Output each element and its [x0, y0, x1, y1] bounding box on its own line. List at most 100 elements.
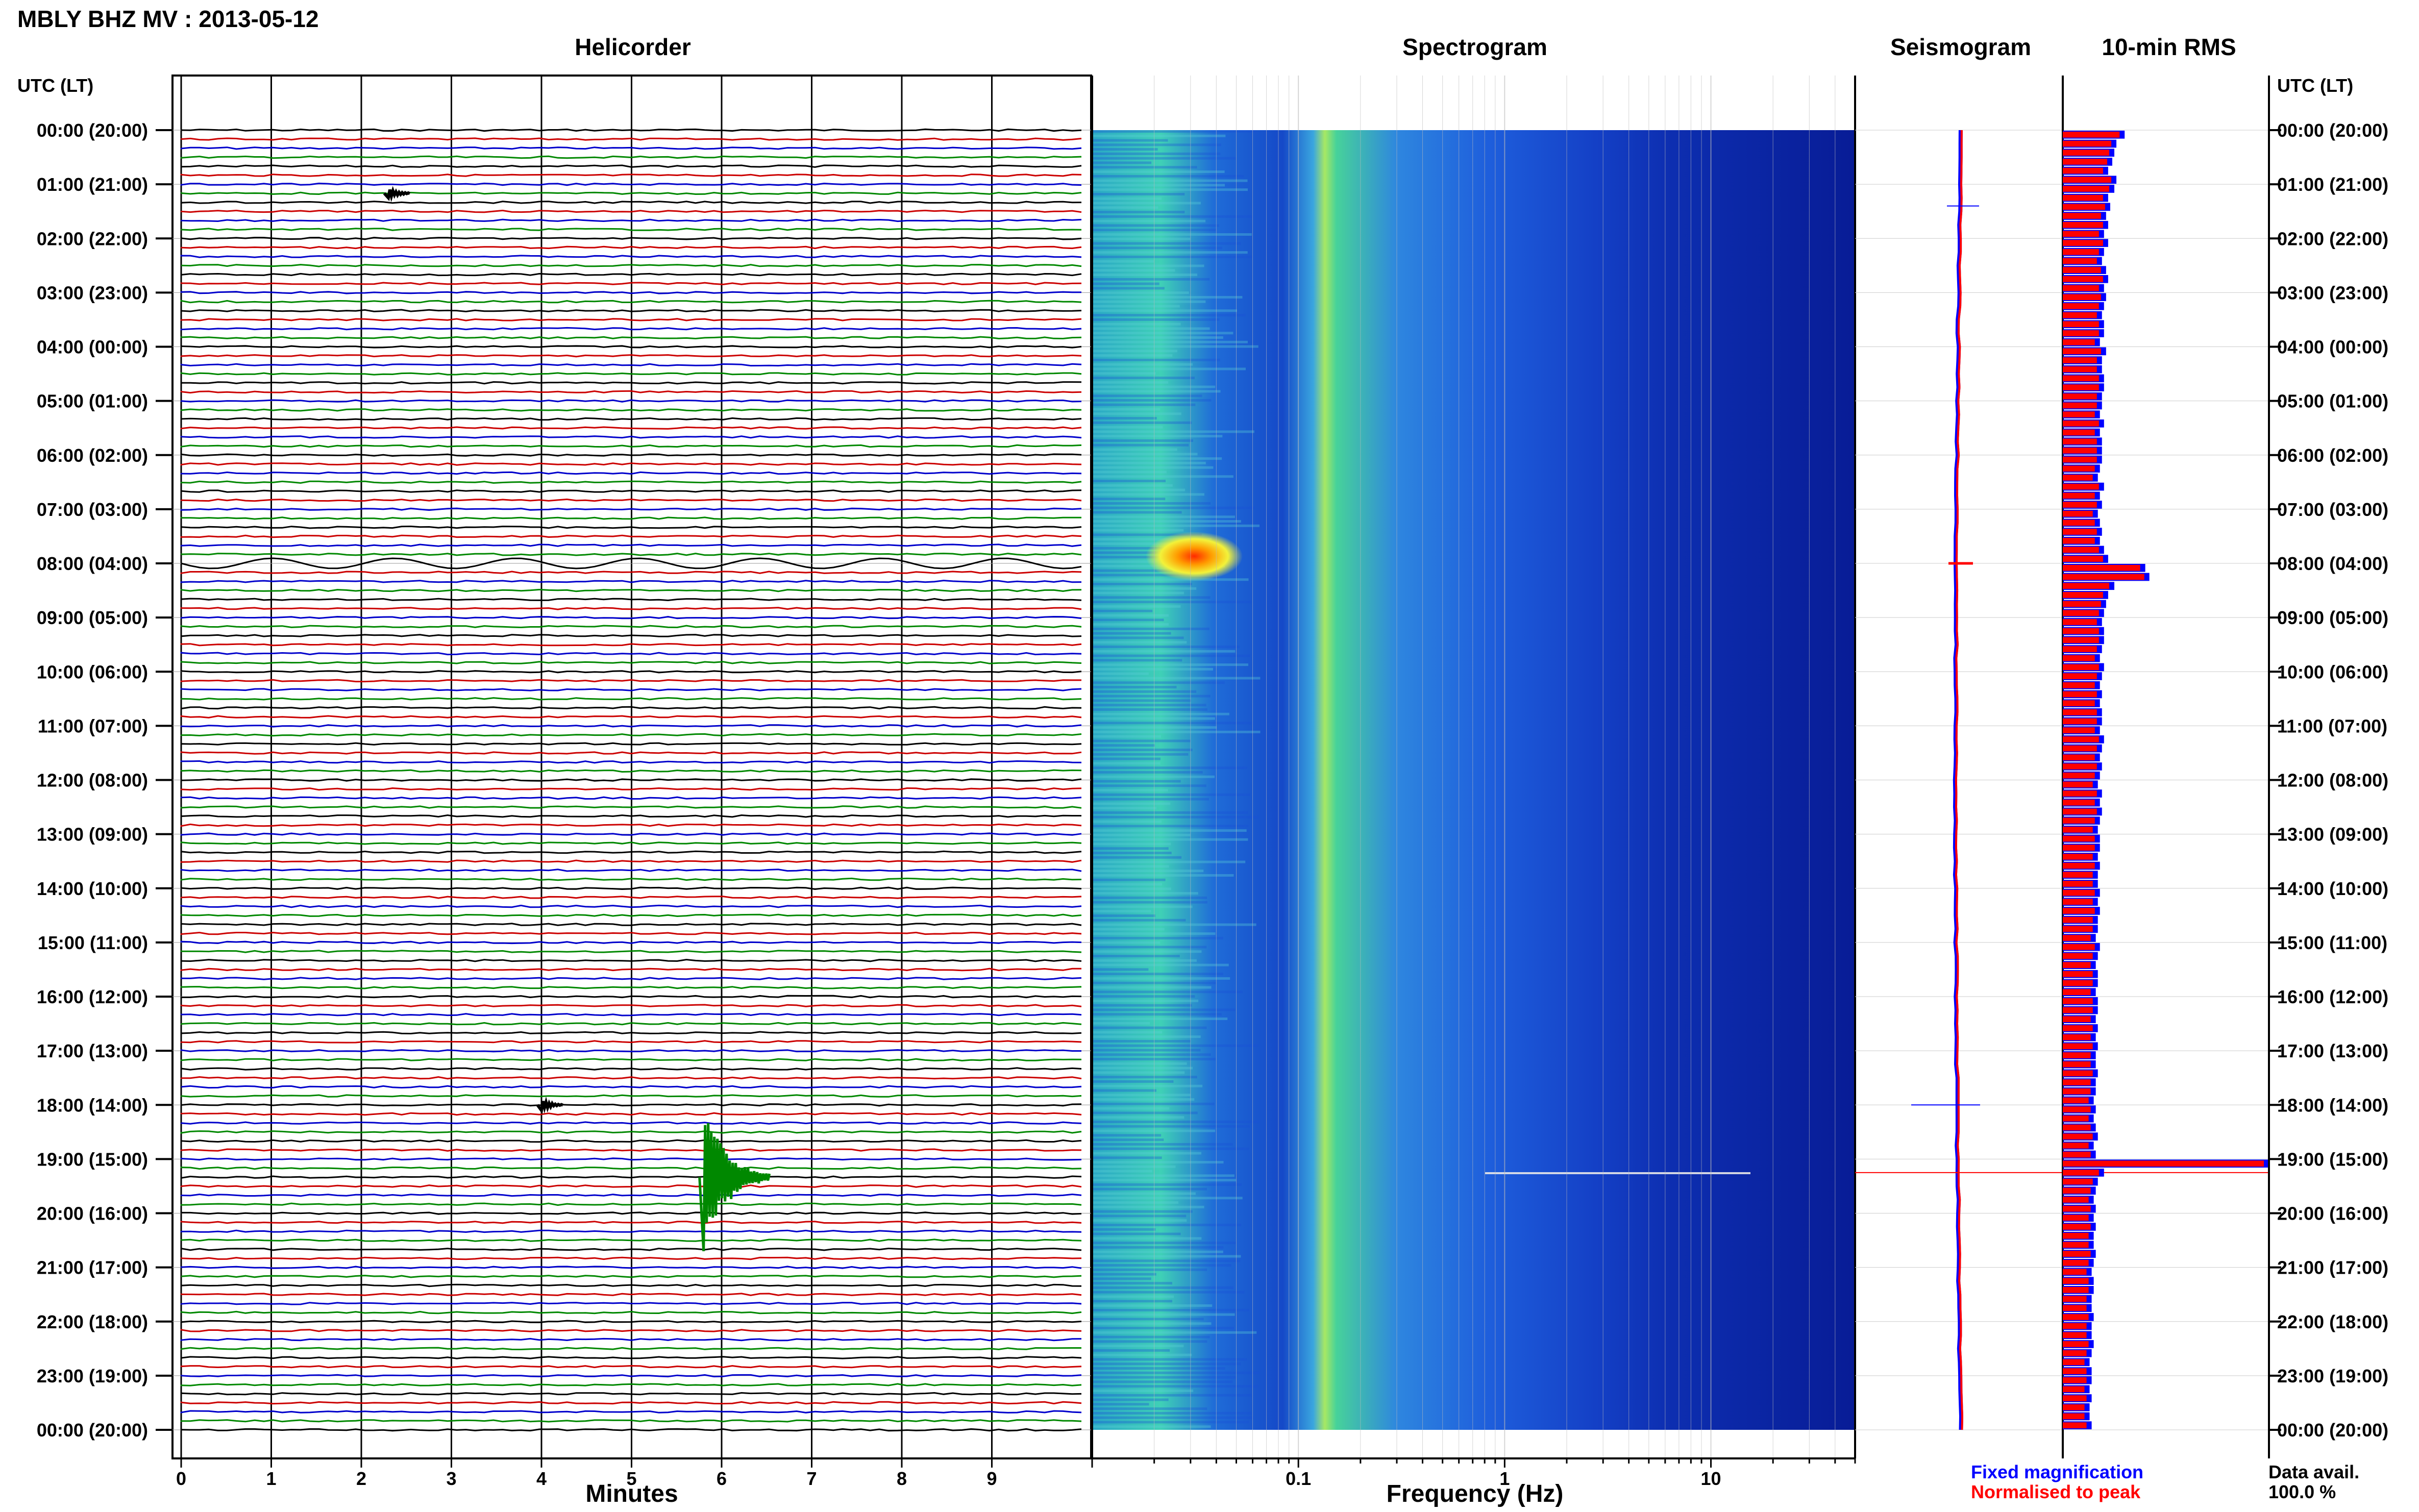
rms-bar-normalised: [2063, 537, 2095, 544]
spectrogram-band: [1092, 1335, 1210, 1339]
spectrogram-band: [1092, 287, 1165, 290]
helicorder-trace: [180, 1221, 1082, 1224]
helicorder-trace: [180, 516, 1081, 520]
spectrogram-band: [1092, 1322, 1212, 1325]
spectrogram-band: [1092, 179, 1248, 182]
spectrogram-band: [1092, 623, 1169, 626]
seismogram-normalised-trace: [1955, 130, 1964, 1430]
helicorder-trace: [180, 1193, 1082, 1197]
spectrogram-band: [1092, 825, 1249, 828]
spectrogram-band: [1092, 1183, 1242, 1186]
spectrogram-band: [1092, 936, 1223, 939]
helicorder-trace: [180, 435, 1082, 439]
helicorder-trace: [181, 128, 1082, 132]
spectrogram-band: [1092, 578, 1249, 581]
spectrogram-band: [1092, 798, 1209, 801]
spectrogram-band: [1092, 197, 1162, 200]
spectrogram-band: [1092, 838, 1248, 841]
rms-bar-normalised: [2063, 366, 2097, 373]
spectrogram-band: [1092, 914, 1155, 917]
rms-bar-normalised: [2063, 916, 2093, 923]
spectrogram-band: [1092, 1170, 1153, 1173]
spectrogram-band: [1092, 309, 1237, 312]
rms-bar-normalised: [2063, 1314, 2089, 1320]
spectrogram-band: [1092, 484, 1173, 487]
helicorder-trace: [180, 553, 1082, 556]
spectrogram-band: [1092, 919, 1186, 922]
helicorder-trace: [180, 372, 1082, 376]
spectrogram-band: [1092, 766, 1248, 770]
helicorder-trace: [180, 209, 1082, 213]
rms-bar-normalised: [2063, 1368, 2087, 1374]
rms-bar-normalised: [2063, 926, 2093, 932]
spectrogram-band: [1092, 757, 1161, 760]
spectrogram-event-line-1920: [1485, 1172, 1750, 1174]
helicorder-trace: [180, 327, 1082, 331]
spectrogram-band: [1092, 995, 1195, 998]
time-tick-label-right: 08:00 (04:00): [2277, 553, 2388, 574]
spectrogram-band: [1092, 941, 1161, 944]
spectrogram-band: [1092, 654, 1250, 657]
spectrogram-band: [1092, 175, 1244, 178]
spectrogram-band: [1092, 704, 1206, 707]
spectrogram-band: [1092, 574, 1190, 577]
rms-bar-normalised: [2063, 267, 2101, 273]
spectrogram-band: [1092, 1304, 1213, 1307]
spectrogram-band: [1092, 511, 1182, 514]
spectrogram-band: [1092, 372, 1156, 375]
rms-bar-normalised: [2063, 1034, 2091, 1040]
spectrogram-band: [1092, 1411, 1253, 1415]
frequency-tick-label: 0.1: [1286, 1468, 1311, 1489]
rms-bar-normalised: [2063, 989, 2091, 995]
rms-bar-normalised: [2063, 529, 2097, 535]
spectrogram-band: [1092, 291, 1189, 294]
spectrogram-band: [1092, 470, 1167, 474]
spectrogram-band: [1092, 1067, 1193, 1070]
rms-bar-normalised: [2063, 1187, 2091, 1194]
helicorder-trace: [180, 1076, 1082, 1080]
spectrogram-band: [1092, 255, 1252, 258]
helicorder-trace: [180, 634, 1082, 637]
time-tick-label-right: 16:00 (12:00): [2277, 986, 2388, 1007]
rms-bar-normalised: [2063, 826, 2093, 833]
spectrogram-band: [1092, 161, 1152, 164]
rms-bar-normalised: [2063, 845, 2095, 851]
spectrogram-band: [1092, 1295, 1174, 1298]
spectrogram-band: [1092, 1192, 1196, 1195]
spectrogram-title: Spectrogram: [1402, 34, 1547, 60]
spectrogram-band: [1092, 775, 1215, 778]
helicorder-trace: [180, 1229, 1082, 1233]
spectrogram-band: [1092, 251, 1248, 254]
helicorder-trace: [180, 580, 1082, 583]
spectrogram-band: [1092, 345, 1258, 348]
helicorder-trace: [180, 588, 1082, 592]
helicorder-trace: [180, 1365, 1082, 1369]
helicorder-panel: [171, 75, 1092, 1459]
rms-bar-normalised: [2063, 483, 2099, 490]
spectrogram-band: [1092, 1089, 1156, 1092]
spectrogram-band: [1092, 1398, 1169, 1401]
spectrogram-band: [1092, 152, 1221, 155]
spectrogram-band: [1092, 1152, 1201, 1155]
time-tick-label-right: 10:00 (06:00): [2277, 661, 2388, 682]
spectrogram-band: [1092, 1125, 1250, 1128]
helicorder-trace: [180, 733, 1082, 737]
time-tick-label-left: 12:00 (08:00): [37, 770, 148, 791]
rms-bar-normalised: [2063, 872, 2093, 878]
spectrogram-band: [1092, 1394, 1252, 1397]
helicorder-trace: [180, 1419, 1082, 1423]
spectrogram-band: [1092, 1345, 1184, 1348]
rms-bar-normalised: [2063, 736, 2099, 742]
time-tick-label-right: 05:00 (01:00): [2277, 391, 2388, 412]
rms-bar-normalised: [2063, 781, 2093, 788]
rms-bar-normalised: [2063, 213, 2101, 219]
spectrogram-band: [1092, 681, 1225, 684]
helicorder-trace: [180, 1112, 1082, 1116]
helicorder-trace: [180, 1094, 1082, 1098]
rms-bar-normalised: [2063, 204, 2105, 210]
spectrogram-band: [1092, 332, 1233, 335]
time-tick-label-left: 00:00 (20:00): [37, 1420, 148, 1441]
time-tick-label-left: 03:00 (23:00): [37, 282, 148, 303]
rms-bar-normalised: [2063, 321, 2099, 328]
spectrogram-band: [1092, 1219, 1187, 1222]
